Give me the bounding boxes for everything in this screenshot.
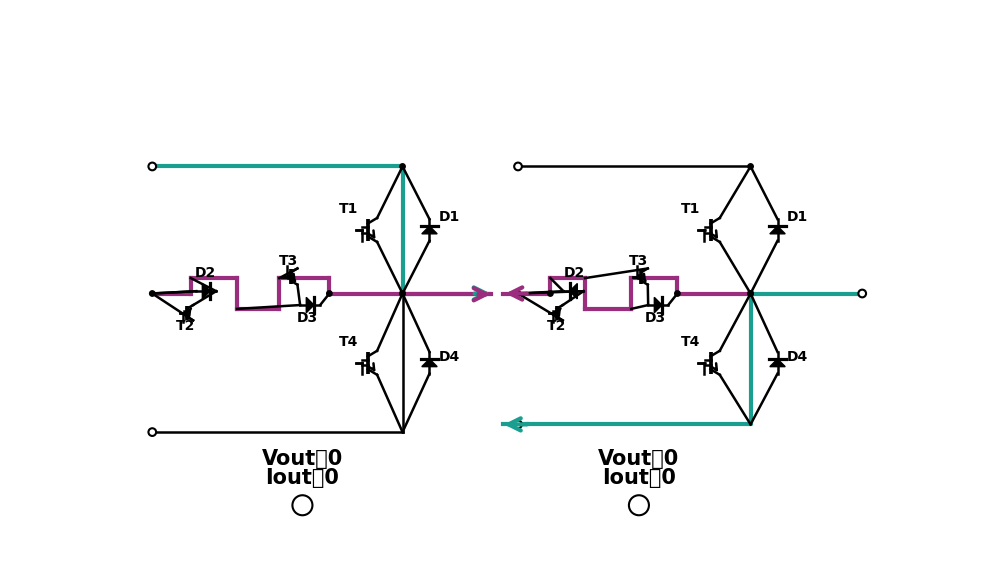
Text: T1: T1: [338, 202, 358, 216]
Text: D3: D3: [644, 311, 665, 325]
Circle shape: [514, 163, 522, 170]
Text: T4: T4: [681, 335, 701, 349]
Text: T3: T3: [278, 254, 298, 268]
Text: T4: T4: [338, 335, 358, 349]
Text: D4: D4: [438, 350, 460, 364]
Circle shape: [514, 421, 522, 428]
Text: T2: T2: [547, 319, 566, 333]
Polygon shape: [770, 226, 785, 234]
Circle shape: [674, 291, 680, 296]
Text: T1: T1: [681, 202, 701, 216]
Circle shape: [149, 291, 155, 296]
Text: Vout＜0: Vout＜0: [599, 449, 679, 469]
Circle shape: [858, 290, 866, 297]
Polygon shape: [655, 297, 662, 313]
Polygon shape: [307, 297, 314, 313]
Text: D2: D2: [564, 266, 586, 280]
Circle shape: [400, 164, 405, 169]
Circle shape: [748, 164, 753, 169]
Text: D4: D4: [786, 350, 808, 364]
Circle shape: [148, 163, 156, 170]
Polygon shape: [422, 359, 437, 367]
Circle shape: [400, 291, 405, 296]
Circle shape: [515, 291, 521, 296]
Polygon shape: [569, 284, 577, 299]
Circle shape: [400, 291, 405, 296]
Text: Vout＞0: Vout＞0: [261, 449, 343, 469]
Text: T2: T2: [176, 319, 195, 333]
Text: Iout＜0: Iout＜0: [602, 469, 676, 488]
Text: D3: D3: [296, 311, 318, 325]
Polygon shape: [422, 226, 437, 234]
Text: T3: T3: [629, 254, 648, 268]
Polygon shape: [770, 359, 785, 367]
Circle shape: [326, 291, 332, 296]
Circle shape: [629, 495, 649, 515]
Circle shape: [748, 291, 753, 296]
Text: Iout＞0: Iout＞0: [265, 469, 339, 488]
Circle shape: [548, 291, 553, 296]
Circle shape: [748, 291, 753, 296]
Circle shape: [148, 428, 156, 436]
Text: ①: ①: [294, 496, 311, 514]
Circle shape: [292, 495, 313, 515]
Polygon shape: [202, 284, 210, 299]
Text: D1: D1: [438, 210, 460, 223]
Text: D2: D2: [195, 266, 216, 280]
Text: D1: D1: [786, 210, 808, 223]
Text: ②: ②: [631, 496, 647, 514]
